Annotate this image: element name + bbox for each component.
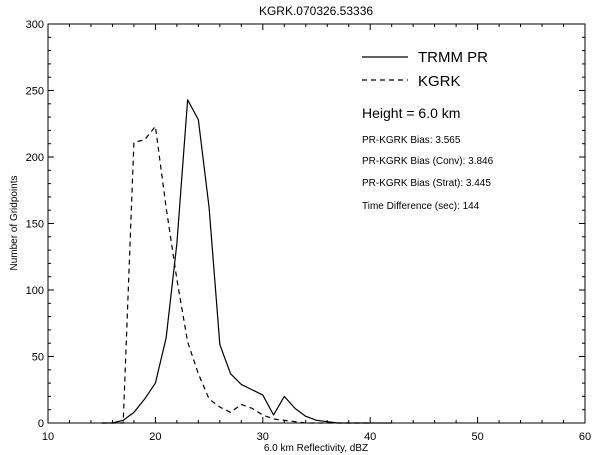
y-tick-label: 100: [26, 285, 44, 297]
y-tick-label: 300: [26, 19, 44, 31]
series-line-trmm-pr: [101, 99, 392, 424]
time-diff-annotation: Time Difference (sec): 144: [362, 201, 480, 212]
x-tick-label: 50: [471, 431, 483, 443]
x-tick-label: 60: [579, 431, 591, 443]
y-axis: 0 50 100 150 200 250 300: [26, 19, 585, 430]
series-layer: [101, 99, 392, 424]
x-axis: 10 20 30 40 50 60: [42, 24, 591, 443]
height-annotation: Height = 6.0 km: [362, 105, 460, 121]
y-axis-title: Number of Gridpoints: [9, 175, 20, 270]
x-tick-label: 40: [364, 431, 376, 443]
legend: TRMM PR KGRK: [362, 49, 488, 90]
x-tick-label: 30: [257, 431, 269, 443]
y-tick-label: 50: [32, 352, 44, 364]
series-line-kgrk: [101, 125, 371, 424]
legend-label-trmm-pr: TRMM PR: [418, 49, 488, 66]
x-tick-label: 10: [42, 431, 54, 443]
y-tick-label: 0: [38, 418, 44, 430]
y-tick-label: 250: [26, 86, 44, 98]
bias-annotation: PR-KGRK Bias: 3.565: [362, 135, 461, 146]
y-tick-label: 150: [26, 219, 44, 231]
plot-frame: [47, 23, 586, 424]
annotation-block: Height = 6.0 km PR-KGRK Bias: 3.565 PR-K…: [362, 105, 494, 212]
y-tick-label: 200: [26, 152, 44, 164]
legend-label-kgrk: KGRK: [418, 73, 461, 90]
bias-strat-annotation: PR-KGRK Bias (Strat): 3.445: [362, 178, 491, 189]
chart-title: KGRK.070326.53336: [259, 4, 373, 18]
bias-conv-annotation: PR-KGRK Bias (Conv): 3.846: [362, 156, 494, 167]
plot-area-border: [47, 23, 586, 424]
x-axis-title: 6.0 km Reflectivity, dBZ: [264, 443, 368, 454]
x-tick-label: 20: [149, 431, 161, 443]
